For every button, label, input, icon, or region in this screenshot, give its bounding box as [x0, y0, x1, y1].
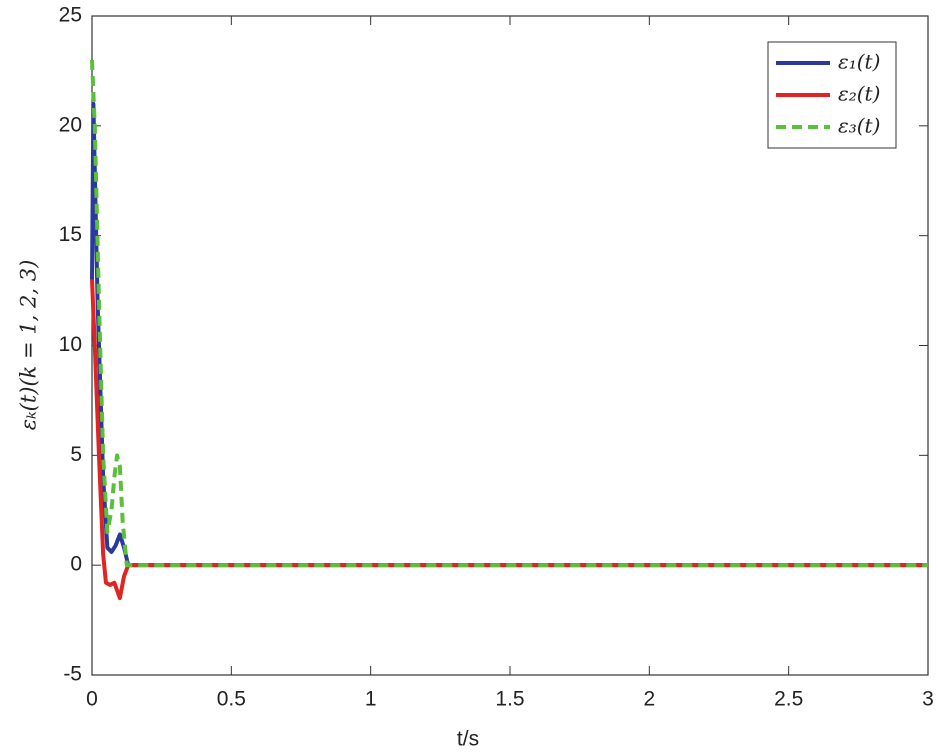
y-tick-label: 25 — [59, 4, 82, 27]
x-tick-label: 3 — [922, 688, 934, 711]
x-axis-label: t/s — [457, 728, 479, 751]
legend-label: ε₁(t) — [838, 50, 880, 74]
y-axis-label: εₖ(t)(k = 1, 2, 3) — [17, 260, 41, 431]
y-tick-label: 20 — [59, 113, 82, 136]
x-tick-label: 1.5 — [495, 688, 524, 711]
legend-label: ε₃(t) — [838, 114, 880, 138]
y-tick-label: 10 — [59, 333, 82, 356]
y-tick-label: 0 — [70, 553, 82, 576]
data-line — [90, 59, 928, 568]
x-tick-label: 1 — [365, 688, 377, 711]
y-tick-label: 15 — [59, 223, 82, 246]
legend-label: ε₂(t) — [838, 82, 880, 106]
x-tick-label: 2 — [643, 688, 655, 711]
y-tick-label: 5 — [70, 443, 82, 466]
x-tick-label: 0 — [86, 688, 98, 711]
y-tick-label: -5 — [63, 663, 82, 686]
x-tick-label: 2.5 — [774, 688, 803, 711]
x-tick-label: 0.5 — [217, 688, 246, 711]
